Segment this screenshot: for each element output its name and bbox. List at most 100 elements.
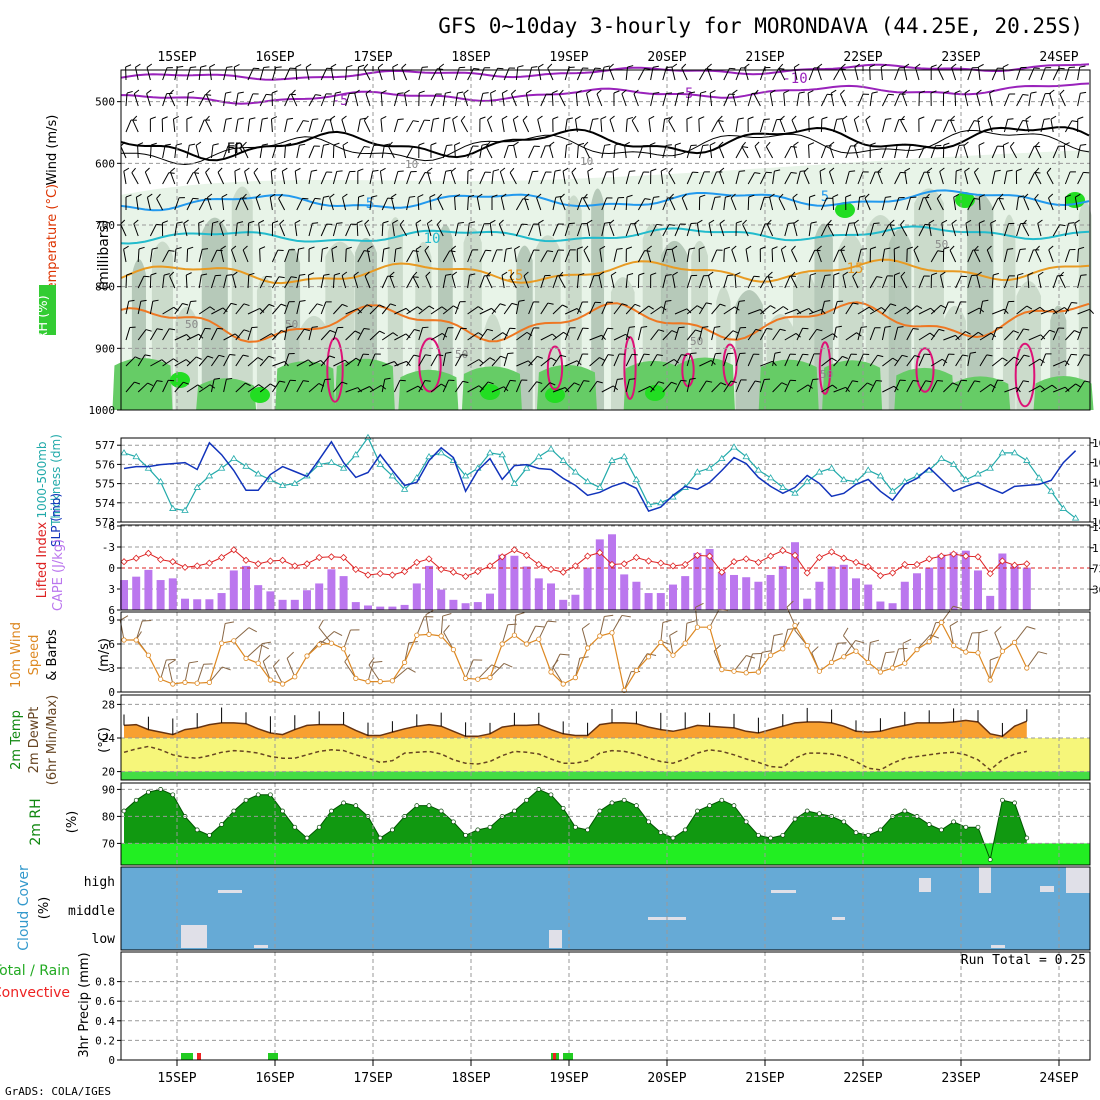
lifted-index-point [754, 558, 762, 566]
wind-barb-flag [186, 272, 192, 276]
wind-barb [808, 142, 815, 159]
thickness-point [779, 483, 787, 490]
wind-barb-staff [198, 67, 202, 81]
wind-barb-staff [723, 197, 726, 211]
wind-barb-staff [625, 303, 636, 315]
wind-barb [613, 90, 620, 107]
wind-barb [1053, 386, 1070, 393]
wind-barb [552, 169, 561, 185]
wind-barb [174, 334, 192, 341]
wind-speed-point [597, 633, 603, 639]
wind-barb-flag [500, 167, 506, 172]
wind-barb [341, 271, 348, 289]
wind-barb-staff [381, 332, 394, 341]
wind-barb-flag [943, 246, 950, 250]
thickness-point [583, 477, 592, 485]
precip-bar [197, 1053, 201, 1060]
wind-barb [369, 304, 385, 315]
wind-barb [320, 301, 332, 315]
wind-barb-staff [796, 307, 809, 315]
wind-barb [498, 219, 505, 237]
minmax-axis-label: (6hr Min/Max) [45, 695, 60, 785]
wind-barb [857, 195, 866, 211]
wind-barb-staff [792, 197, 798, 211]
wind-barb-staff [1063, 145, 1066, 159]
wind-barb-staff [259, 304, 270, 315]
thickness-point [461, 472, 470, 479]
wind-barb-staff [329, 119, 334, 133]
wind-barb-staff [1077, 354, 1085, 367]
wind-barb-staff [1028, 146, 1035, 159]
wind-barb [696, 219, 703, 237]
wind-barb-staff [625, 67, 629, 81]
wind-barb-staff [308, 119, 313, 133]
wind-barb-flag [698, 246, 705, 250]
cape-bar [876, 601, 885, 610]
wind-barb [220, 245, 226, 263]
date-label-bottom: 21SEP [745, 1071, 784, 1086]
wind-barb-flag [445, 351, 452, 354]
wind-barb-flag [214, 377, 220, 380]
wind-barb-staff [613, 303, 623, 315]
wind-barb [772, 351, 781, 367]
wind-barb-flag [397, 118, 404, 120]
wind-barb-flag [404, 89, 410, 94]
wind-barb-flag [357, 168, 364, 172]
wind-barb [576, 222, 588, 237]
wind-barb [271, 249, 284, 263]
precip-tick-label: 0.6 [95, 995, 115, 1008]
wind-barb [686, 91, 696, 107]
wind-barb-flag [194, 167, 200, 173]
wind-barb-flag [392, 332, 399, 337]
rh-shading-moist [275, 361, 336, 410]
rh-point [377, 835, 383, 841]
wind-barb-flag [575, 115, 581, 120]
wind-barb-flag [360, 117, 367, 120]
wind-barb-staff [149, 328, 158, 341]
wind10m-barb-flag [503, 662, 513, 668]
wind-barb [454, 327, 467, 341]
wind-barb [271, 276, 285, 289]
wind-barb-flag [357, 308, 362, 314]
wind10m-barb-staff [272, 666, 284, 685]
wind-barb-staff [625, 119, 628, 133]
wind-barb [552, 304, 568, 315]
wind-barb [217, 167, 225, 185]
wind-barb-staff [808, 275, 811, 289]
wind-barb-flag [609, 219, 615, 225]
wind-barb-staff [735, 171, 740, 185]
lifted-index-point [218, 553, 226, 562]
lifted-index-point [279, 556, 287, 564]
wind-barb [987, 115, 993, 133]
wind-barb-staff [205, 120, 212, 133]
wind-barb [941, 219, 948, 237]
pressure-level-tick-label: 1000 [89, 404, 116, 417]
wind-barb-staff [223, 354, 231, 367]
wind-barb [991, 145, 1004, 159]
wind-barb-staff [149, 301, 154, 315]
cape-bar [168, 578, 177, 610]
wind-barb-staff [515, 379, 522, 393]
wind-barb [991, 379, 1004, 393]
wind-barb [564, 249, 576, 263]
wind-barb [463, 89, 469, 107]
wind-barb [1052, 327, 1065, 341]
wind-barb-flag [170, 167, 176, 173]
wind-barb [662, 117, 671, 133]
wind-barb [536, 193, 542, 211]
wind-barb-staff [232, 275, 237, 289]
wind-barb [161, 220, 169, 237]
wind-barb [501, 271, 508, 289]
wind-barb-staff [169, 275, 176, 289]
cape-bar [315, 583, 324, 610]
wind-barb-staff [221, 197, 225, 211]
wind-barb [759, 378, 771, 393]
wind-barb-staff [906, 328, 914, 341]
wind-barb-staff [406, 385, 419, 393]
wind-barb [674, 92, 684, 107]
wind10m-barb-flag [248, 627, 258, 633]
wind-barb [123, 245, 129, 263]
wind-barb-flag [377, 63, 384, 69]
wind-barb [589, 380, 603, 393]
wind-barb-staff [601, 67, 605, 81]
